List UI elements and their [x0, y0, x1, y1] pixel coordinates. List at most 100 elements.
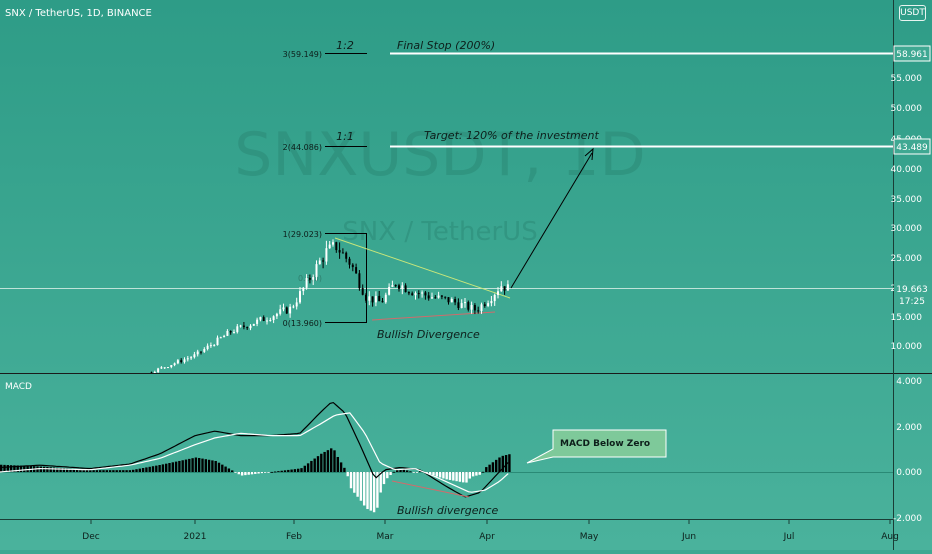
- candle-body: [365, 294, 367, 301]
- bullish-divergence-label[interactable]: Bullish Divergence: [377, 328, 480, 341]
- histogram-bar: [471, 472, 475, 477]
- histogram-bar: [181, 460, 184, 472]
- candle-body: [305, 278, 308, 288]
- symbol-title[interactable]: SNX / TetherUS, 1D, BINANCE: [5, 8, 152, 19]
- histogram-bar: [481, 471, 485, 473]
- candle-body: [361, 288, 364, 295]
- histogram-bar: [135, 469, 138, 472]
- price-label-last-text: 19.663: [896, 285, 928, 295]
- candle-body: [209, 345, 212, 347]
- resistance-trendline[interactable]: [334, 237, 511, 299]
- price-label-58961[interactable]: 58.961: [893, 45, 931, 62]
- fib-label-1: 1(29.023): [283, 230, 322, 239]
- histogram-bar: [316, 456, 320, 472]
- candle-body: [431, 297, 433, 299]
- histogram-bar: [89, 470, 92, 472]
- histogram-bar: [333, 450, 336, 472]
- histogram-bar: [475, 472, 478, 476]
- currency-button[interactable]: USDT: [899, 5, 926, 21]
- macd-divergence-line[interactable]: [391, 480, 470, 498]
- histogram-bar: [3, 464, 6, 472]
- histogram-bar: [504, 455, 508, 472]
- histogram-bar: [458, 472, 462, 482]
- macd-callout[interactable]: MACD Below Zero: [526, 429, 667, 464]
- histogram-bar: [214, 460, 217, 472]
- candle-body: [312, 277, 315, 280]
- price-label-last[interactable]: 19.663 17:25: [894, 281, 930, 307]
- macd-callout-text: MACD Below Zero: [560, 439, 650, 449]
- histogram-bar: [174, 461, 178, 472]
- candles[interactable]: [150, 239, 509, 373]
- candle-body: [341, 252, 344, 254]
- final-stop-label[interactable]: Final Stop (200%): [397, 39, 495, 52]
- candle-body: [503, 286, 506, 291]
- macd-tick-label: -2.000: [893, 514, 922, 524]
- time-tick-label: Apr: [479, 532, 495, 542]
- candle-body: [421, 292, 424, 294]
- histogram-bar: [115, 470, 118, 472]
- histogram-bar: [339, 462, 343, 472]
- histogram-bar: [9, 465, 13, 472]
- candle-body: [401, 285, 404, 289]
- histogram-bar: [267, 472, 270, 473]
- candle-body: [249, 325, 252, 329]
- candle-body: [467, 302, 470, 310]
- time-axis[interactable]: Dec 2021 Feb Mar Apr May Jun Jul Aug: [82, 520, 899, 542]
- histogram-bar: [161, 464, 165, 472]
- macd-histogram[interactable]: [0, 448, 511, 513]
- histogram-bar: [122, 470, 125, 472]
- macd-axis[interactable]: 4.000 2.000 0.000 -2.000: [893, 377, 922, 524]
- candle-body: [180, 360, 183, 363]
- candle-body: [437, 295, 440, 298]
- histogram-bar: [85, 469, 89, 472]
- time-tick-label: Dec: [82, 532, 99, 542]
- histogram-bar: [277, 471, 280, 472]
- candle-body: [196, 351, 199, 355]
- histogram-bar: [19, 465, 23, 472]
- candle-body: [348, 258, 351, 265]
- histogram-bar: [191, 458, 194, 472]
- histogram-bar: [247, 472, 250, 475]
- price-tick-label: 55.000: [891, 74, 923, 84]
- projection-arrow[interactable]: [510, 152, 593, 289]
- candle-body: [295, 302, 298, 307]
- histogram-bar: [244, 472, 247, 476]
- price-tick-label: 10.000: [891, 342, 923, 352]
- candle-body: [477, 310, 480, 312]
- histogram-bar: [59, 467, 62, 472]
- signal-line[interactable]: [0, 412, 509, 493]
- candle-body: [186, 358, 189, 360]
- histogram-bar: [462, 472, 465, 483]
- macd-title[interactable]: MACD: [5, 382, 32, 392]
- histogram-bar: [165, 463, 168, 472]
- candle-body: [269, 320, 272, 322]
- candle-body: [153, 372, 156, 373]
- macd-divergence-label[interactable]: Bullish divergence: [397, 504, 498, 517]
- histogram-bar: [69, 468, 72, 472]
- candle-body: [480, 304, 483, 311]
- price-tick-label: 15.000: [891, 313, 923, 323]
- price-label-43489[interactable]: 43.489: [893, 138, 931, 155]
- time-tick-label: Aug: [881, 532, 899, 542]
- histogram-bar: [254, 472, 257, 474]
- histogram-bar: [178, 460, 181, 472]
- histogram-bar: [419, 471, 422, 472]
- target-label[interactable]: Target: 120% of the investment: [424, 129, 599, 142]
- candle-body: [440, 295, 443, 297]
- histogram-bar: [105, 470, 108, 472]
- candle-body: [378, 295, 381, 302]
- candle-body: [345, 252, 348, 259]
- candle-body: [497, 291, 499, 295]
- histogram-bar: [198, 457, 201, 472]
- fib-label-2: 2(44.086): [283, 143, 322, 152]
- candle-body: [427, 295, 430, 299]
- macd-tick-label: 2.000: [896, 423, 922, 433]
- histogram-bar: [92, 470, 95, 472]
- candle-body: [371, 296, 374, 303]
- histogram-bar: [168, 462, 171, 472]
- time-tick-label: Jul: [783, 532, 795, 542]
- histogram-bar: [207, 459, 211, 472]
- histogram-bar: [435, 472, 438, 477]
- candle-body: [299, 291, 301, 303]
